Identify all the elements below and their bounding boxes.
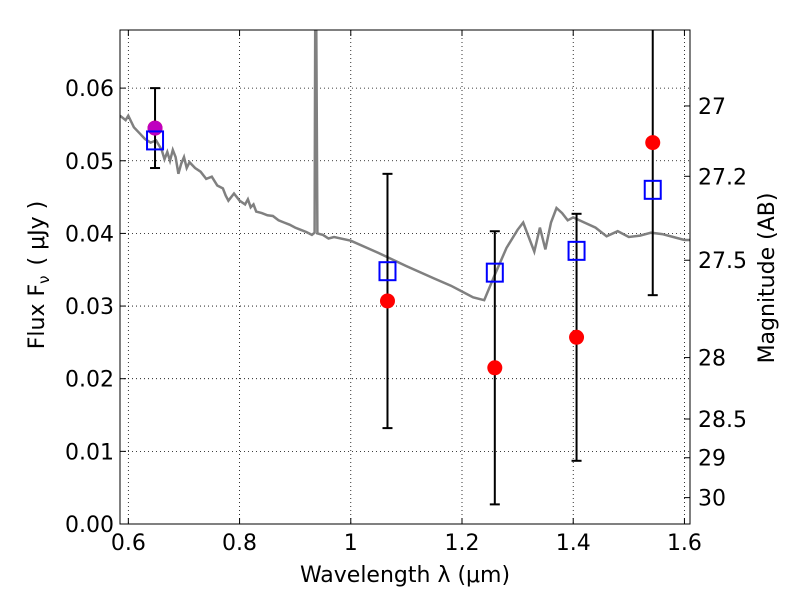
y-tick-label: 0.04 — [65, 222, 114, 247]
y-tick-label: 0.02 — [65, 368, 114, 393]
plot-frame — [119, 29, 691, 525]
model-photometry-points — [146, 130, 662, 283]
x-tick-label: 0.8 — [222, 531, 257, 556]
y2-axis-label: Magnitude (AB) — [755, 193, 780, 364]
y-axis-label-unit: ( μJy ) — [25, 201, 50, 266]
y2-tick-label: 27.5 — [698, 249, 747, 274]
y2-tick-label: 28.5 — [698, 408, 747, 433]
y2-axis-ticks: 27 27.2 27.5 28 28.5 29 30 — [684, 95, 747, 512]
x-axis-label: Wavelength λ (μm) — [300, 563, 510, 588]
model-photometry-point — [378, 261, 397, 282]
y-axis-label-subscript: ν — [35, 275, 53, 283]
y-axis-ticks: 0.00 0.01 0.02 0.03 0.04 0.05 0.06 — [65, 77, 126, 538]
model-photometry-point — [485, 262, 504, 283]
y-tick-label: 0.00 — [65, 513, 114, 538]
y2-tick-label: 28 — [698, 347, 726, 372]
x-tick-label: 1.4 — [556, 531, 591, 556]
x-tick-label: 1.6 — [667, 531, 702, 556]
observed-flux-point — [645, 135, 661, 151]
y-axis-label-text: Flux F — [25, 284, 50, 349]
plot-background — [120, 30, 690, 524]
observed-flux-point — [379, 293, 395, 309]
observed-flux-point — [569, 329, 585, 345]
observed-points — [147, 120, 661, 376]
y-axis-label: Flux Fν ( μJy ) — [25, 201, 53, 349]
y2-tick-label: 27 — [698, 95, 726, 120]
y-tick-label: 0.03 — [65, 295, 114, 320]
model-photometry-point — [567, 240, 586, 261]
highlight-point — [147, 120, 163, 136]
y-tick-label: 0.05 — [65, 150, 114, 175]
y2-tick-label: 27.2 — [698, 165, 747, 190]
y2-tick-label: 30 — [698, 487, 726, 512]
x-axis-ticks: 0.6 0.8 1 1.2 1.4 1.6 — [111, 30, 702, 556]
model-spectrum-group — [120, 30, 690, 302]
model-spectrum-line — [120, 30, 690, 302]
x-tick-label: 0.6 — [111, 531, 146, 556]
model-photometry-point — [146, 130, 165, 151]
y2-tick-label: 29 — [698, 447, 726, 472]
x-tick-label: 1.2 — [445, 531, 480, 556]
y-tick-label: 0.06 — [65, 77, 114, 102]
observed-flux-point — [487, 360, 503, 376]
x-tick-label: 1 — [344, 531, 358, 556]
model-photometry-point — [643, 179, 662, 200]
y-tick-label: 0.01 — [65, 440, 114, 465]
